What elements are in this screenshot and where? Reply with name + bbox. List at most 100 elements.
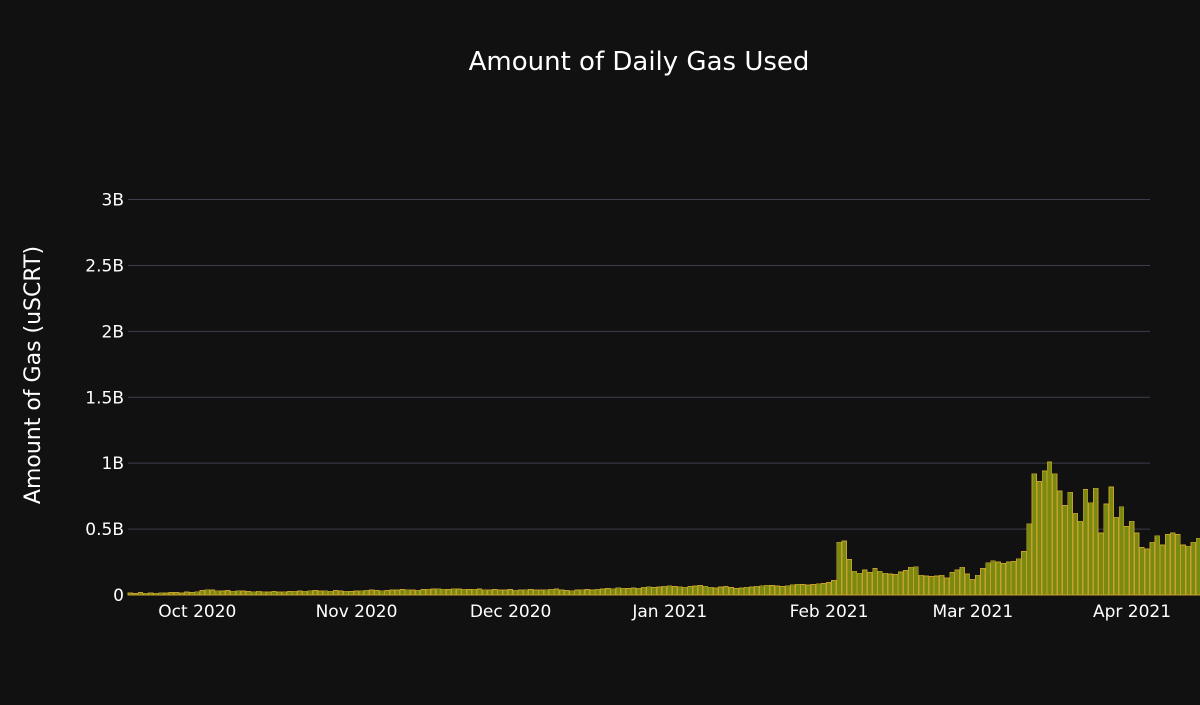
bar xyxy=(1154,535,1161,596)
bar xyxy=(1144,548,1150,596)
bar xyxy=(1041,470,1048,596)
bar xyxy=(1118,506,1125,596)
bar xyxy=(220,590,226,596)
bar xyxy=(245,591,252,596)
bar xyxy=(240,590,246,596)
bar xyxy=(184,591,190,596)
bar xyxy=(348,591,354,596)
bar xyxy=(492,589,498,596)
bar xyxy=(415,589,421,596)
bar xyxy=(302,590,308,596)
bar xyxy=(446,589,452,596)
bar xyxy=(579,589,585,596)
bar xyxy=(1005,561,1012,596)
bar xyxy=(410,589,416,596)
bar xyxy=(795,583,801,596)
bar xyxy=(954,569,960,596)
bar xyxy=(1077,520,1084,596)
y-axis-label: Amount of Gas (uSCRT) xyxy=(21,246,46,504)
bar xyxy=(718,586,724,596)
bar xyxy=(1093,487,1099,596)
bar xyxy=(974,574,981,596)
bar xyxy=(353,590,359,596)
bar xyxy=(1087,502,1094,596)
bar xyxy=(651,587,657,596)
y-tick-label: 1B xyxy=(102,454,124,474)
bar xyxy=(476,588,483,596)
bar xyxy=(738,587,745,596)
bar xyxy=(1072,512,1078,596)
bar xyxy=(1021,551,1027,596)
bar xyxy=(661,585,668,596)
bar xyxy=(343,590,349,596)
bar xyxy=(327,590,334,596)
chart-title: Amount of Daily Gas Used xyxy=(469,47,810,77)
bar xyxy=(137,592,144,596)
bar xyxy=(481,589,488,596)
bar xyxy=(312,589,318,596)
bar xyxy=(820,583,827,596)
bar xyxy=(677,586,683,596)
bar xyxy=(358,590,365,596)
bar xyxy=(687,586,693,596)
bar xyxy=(928,576,935,596)
bar xyxy=(1170,532,1176,596)
bar xyxy=(641,586,647,596)
bar xyxy=(168,591,175,596)
bar xyxy=(831,580,837,596)
x-tick-label: Feb 2021 xyxy=(790,602,869,622)
bar xyxy=(440,588,447,596)
bar xyxy=(1149,541,1155,596)
bar xyxy=(610,588,616,596)
bar xyxy=(800,584,806,596)
bar xyxy=(574,589,580,596)
bar xyxy=(569,590,575,596)
bar xyxy=(466,589,472,596)
bar xyxy=(846,559,852,596)
bar xyxy=(1016,558,1022,596)
bar xyxy=(548,588,555,596)
bar xyxy=(456,588,462,596)
bar xyxy=(877,570,883,596)
bar xyxy=(471,588,478,596)
bar xyxy=(1134,532,1140,596)
bar xyxy=(543,589,549,596)
bar xyxy=(214,590,221,596)
bar xyxy=(363,589,370,596)
bar xyxy=(1010,560,1017,596)
bar xyxy=(148,592,154,596)
bar xyxy=(559,589,565,596)
bar xyxy=(779,586,786,596)
bar xyxy=(1052,473,1058,596)
y-tick-label: 2B xyxy=(102,322,124,342)
bar xyxy=(743,586,750,596)
bar xyxy=(1159,544,1166,596)
x-tick-label: Dec 2020 xyxy=(470,602,552,622)
bar xyxy=(250,591,257,596)
bar xyxy=(749,586,755,596)
bar xyxy=(281,591,288,596)
bar xyxy=(790,584,796,596)
bar xyxy=(399,589,406,596)
bar xyxy=(841,540,847,596)
bar xyxy=(949,572,955,596)
bar xyxy=(620,587,626,596)
bar xyxy=(1190,541,1197,596)
bar xyxy=(625,588,632,596)
bar xyxy=(933,575,940,596)
bar xyxy=(1195,537,1200,596)
bar xyxy=(630,587,637,596)
bar xyxy=(918,574,924,596)
bar xyxy=(826,582,832,596)
bar xyxy=(1175,533,1181,596)
bar xyxy=(451,588,457,596)
bar xyxy=(1108,486,1114,596)
bar xyxy=(1062,504,1068,596)
bar xyxy=(990,560,996,596)
bar xyxy=(666,585,673,596)
bar xyxy=(286,591,293,596)
bar xyxy=(261,591,267,596)
bar xyxy=(266,591,272,596)
bar xyxy=(723,586,729,596)
bar xyxy=(1129,520,1135,596)
